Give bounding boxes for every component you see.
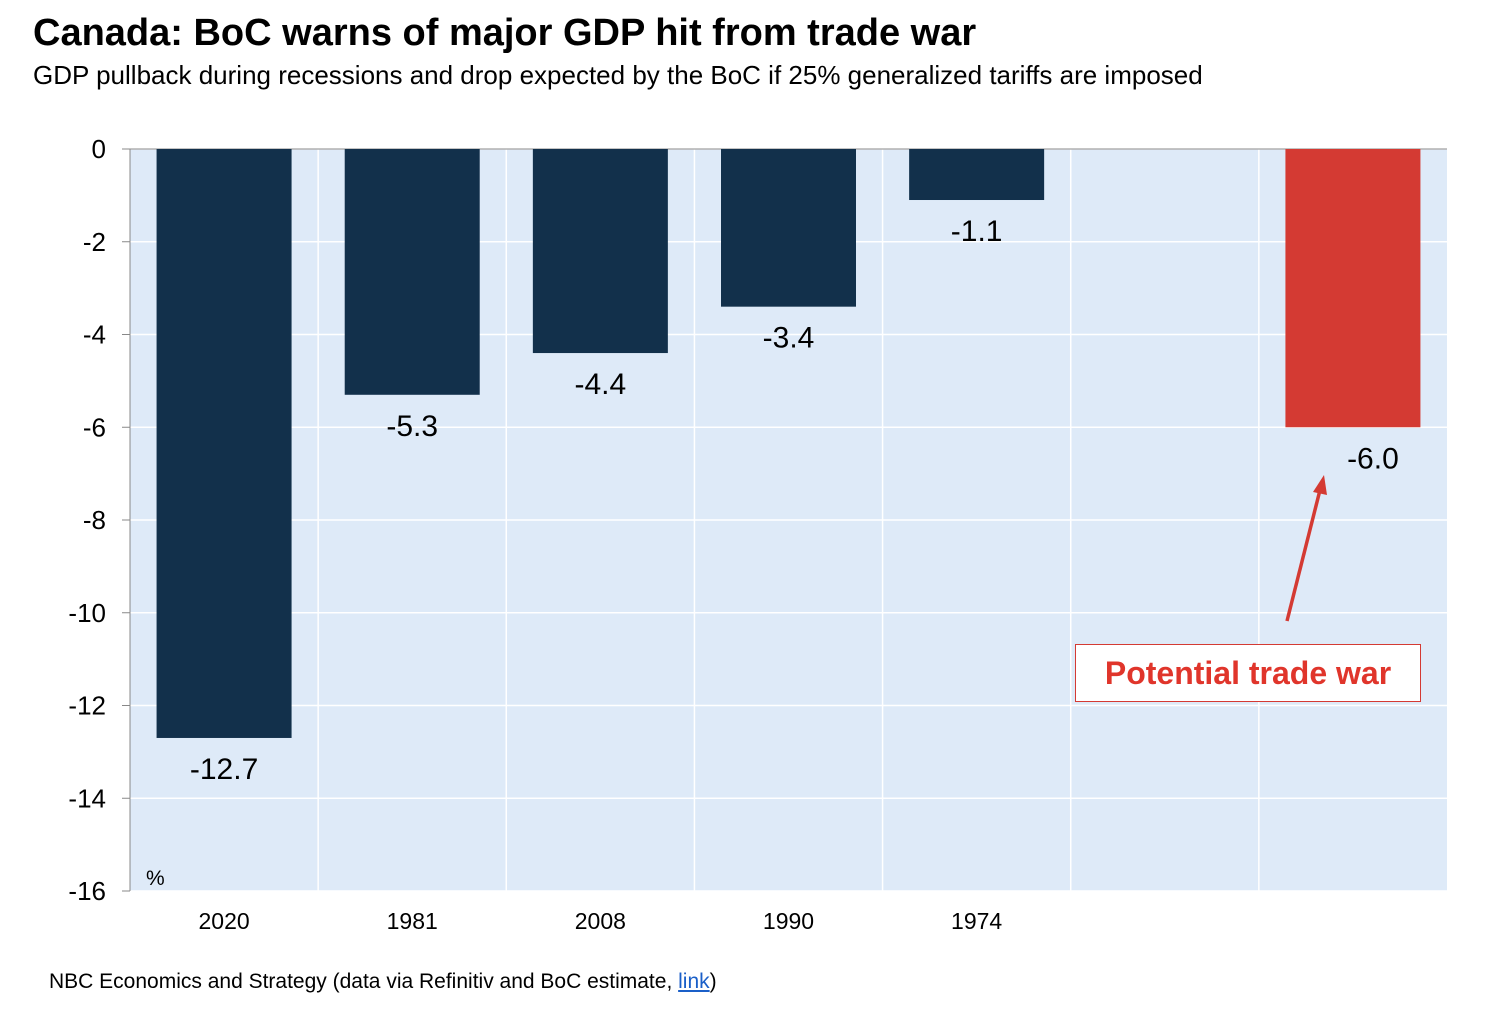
y-tick-label: -6: [83, 412, 106, 442]
y-tick-label: -12: [68, 691, 106, 721]
x-tick-label: 1974: [951, 908, 1002, 934]
data-label: -4.4: [575, 368, 627, 401]
bar-1974: [909, 149, 1045, 201]
data-label: -5.3: [386, 410, 438, 443]
x-tick-label: 2008: [575, 908, 626, 934]
annotation-arrowhead-icon: [1313, 475, 1327, 495]
data-label: -3.4: [763, 322, 815, 355]
source-text: NBC Economics and Strategy (data via Ref…: [49, 970, 679, 993]
chart-subtitle: GDP pullback during recessions and drop …: [33, 60, 1203, 90]
x-tick-label: 1990: [763, 908, 814, 934]
source-close: ): [709, 970, 717, 993]
bar-1981: [344, 149, 480, 395]
x-tick-label: 2020: [198, 908, 249, 934]
data-label: -1.1: [951, 215, 1003, 248]
annotation-arrow: [1285, 489, 1322, 622]
bar-2008: [532, 149, 668, 354]
source-footer: NBC Economics and Strategy (data via Ref…: [49, 970, 717, 994]
y-axis-unit-label: %: [146, 867, 165, 890]
annotation-potential-trade-war: Potential trade war: [1075, 644, 1421, 702]
bar-trade-war: [1285, 149, 1421, 428]
data-label: -12.7: [190, 753, 258, 786]
y-tick-label: -2: [83, 227, 106, 257]
bar-1990: [721, 149, 856, 307]
source-link[interactable]: link: [678, 970, 710, 993]
data-label: -6.0: [1347, 442, 1399, 475]
y-tick-label: -10: [68, 598, 106, 628]
y-tick-label: -4: [83, 320, 106, 350]
bar-2020: [156, 149, 292, 738]
x-tick-label: 1981: [387, 908, 438, 934]
y-tick-label: -8: [83, 505, 106, 535]
y-tick-label: 0: [92, 134, 106, 164]
chart-title: Canada: BoC warns of major GDP hit from …: [33, 12, 977, 54]
y-tick-label: -14: [68, 783, 106, 813]
y-tick-label: -16: [68, 876, 106, 906]
